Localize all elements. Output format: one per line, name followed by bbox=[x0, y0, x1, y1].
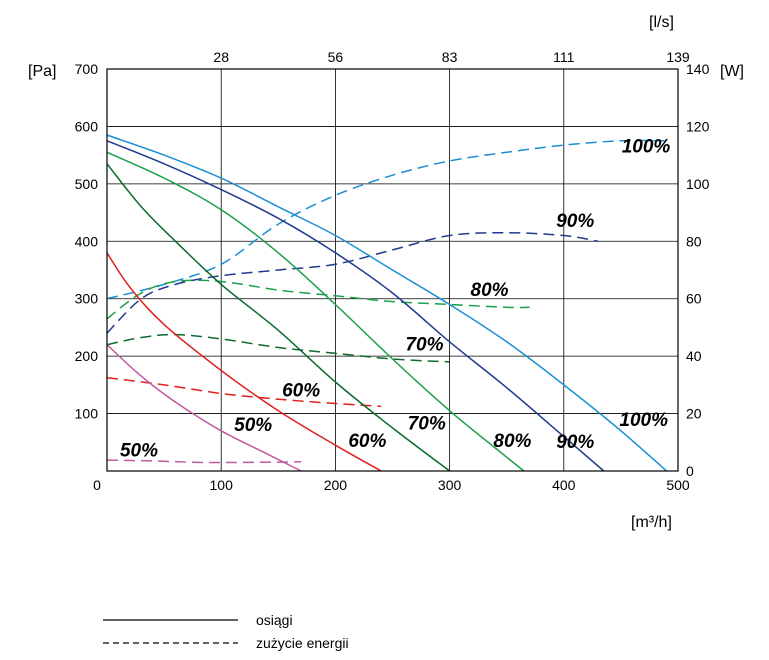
right-tick-label: 80 bbox=[686, 233, 702, 249]
bottom-tick-label: 200 bbox=[324, 477, 348, 493]
performance-curve-label: 80% bbox=[493, 431, 531, 452]
performance-curve bbox=[106, 134, 668, 472]
right-tick-label: 100 bbox=[686, 176, 710, 192]
left-tick-label: 100 bbox=[75, 406, 99, 422]
left-unit-label: [Pa] bbox=[28, 63, 56, 80]
top-unit-label: [l/s] bbox=[649, 14, 674, 31]
curve-labels: 100% 90% 80% 70% 60% 50% 100% 90% 80% 70% 60% 50% bbox=[120, 136, 670, 461]
left-tick-label: 600 bbox=[75, 118, 99, 134]
power-curve bbox=[106, 279, 530, 320]
right-tick-label: 120 bbox=[686, 118, 710, 134]
left-tick-label: 400 bbox=[75, 233, 99, 249]
tick-labels: 100 200 300 400 500 600 700 0 20 40 60 80 100 120 140 0… bbox=[75, 49, 710, 493]
top-tick-label: 83 bbox=[442, 49, 458, 65]
left-tick-label: 700 bbox=[75, 61, 99, 77]
bottom-tick-label: 0 bbox=[93, 477, 101, 493]
right-unit-label: [W] bbox=[720, 63, 744, 80]
bottom-tick-label: 100 bbox=[210, 477, 234, 493]
top-tick-label: 56 bbox=[328, 49, 344, 65]
right-tick-label: 0 bbox=[686, 463, 694, 479]
right-tick-label: 20 bbox=[686, 406, 702, 422]
top-tick-label: 139 bbox=[666, 49, 690, 65]
performance-curve-label: 50% bbox=[234, 415, 272, 436]
performance-curve-label: 60% bbox=[348, 431, 386, 452]
legend-dashed-label: zużycie energii bbox=[256, 635, 349, 651]
left-tick-label: 300 bbox=[75, 291, 99, 307]
top-tick-label: 28 bbox=[213, 49, 229, 65]
right-tick-label: 140 bbox=[686, 61, 710, 77]
power-curve-label: 100% bbox=[622, 136, 671, 157]
performance-curve bbox=[106, 252, 382, 472]
top-tick-label: 111 bbox=[553, 49, 574, 65]
power-curve-label: 60% bbox=[282, 380, 320, 401]
power-curve-label: 50% bbox=[120, 441, 158, 462]
bottom-tick-label: 300 bbox=[438, 477, 462, 493]
legend-solid-label: osiągi bbox=[256, 612, 293, 628]
performance-curve-label: 70% bbox=[408, 414, 446, 435]
performance-curve bbox=[106, 151, 525, 472]
right-tick-label: 60 bbox=[686, 291, 702, 307]
bottom-tick-label: 400 bbox=[552, 477, 576, 493]
bottom-unit-label: [m³/h] bbox=[631, 514, 672, 531]
left-tick-label: 200 bbox=[75, 348, 99, 364]
performance-curve bbox=[106, 163, 451, 472]
performance-curve-label: 100% bbox=[619, 410, 668, 431]
power-curve bbox=[106, 376, 382, 408]
right-tick-label: 40 bbox=[686, 348, 702, 364]
power-curve-label: 70% bbox=[405, 334, 443, 355]
performance-curve-label: 90% bbox=[556, 432, 594, 453]
bottom-tick-label: 500 bbox=[666, 477, 690, 493]
curves bbox=[106, 134, 668, 472]
power-curve bbox=[106, 459, 302, 464]
legend: osiągi zużycie energii bbox=[103, 612, 349, 651]
power-curve-label: 90% bbox=[556, 211, 594, 232]
performance-curve bbox=[106, 344, 302, 472]
power-curve bbox=[106, 231, 599, 334]
performance-curve bbox=[106, 140, 605, 472]
power-curve bbox=[106, 333, 450, 363]
left-tick-label: 500 bbox=[75, 176, 99, 192]
plot-frame bbox=[106, 68, 679, 472]
power-curve-label: 80% bbox=[471, 280, 509, 301]
